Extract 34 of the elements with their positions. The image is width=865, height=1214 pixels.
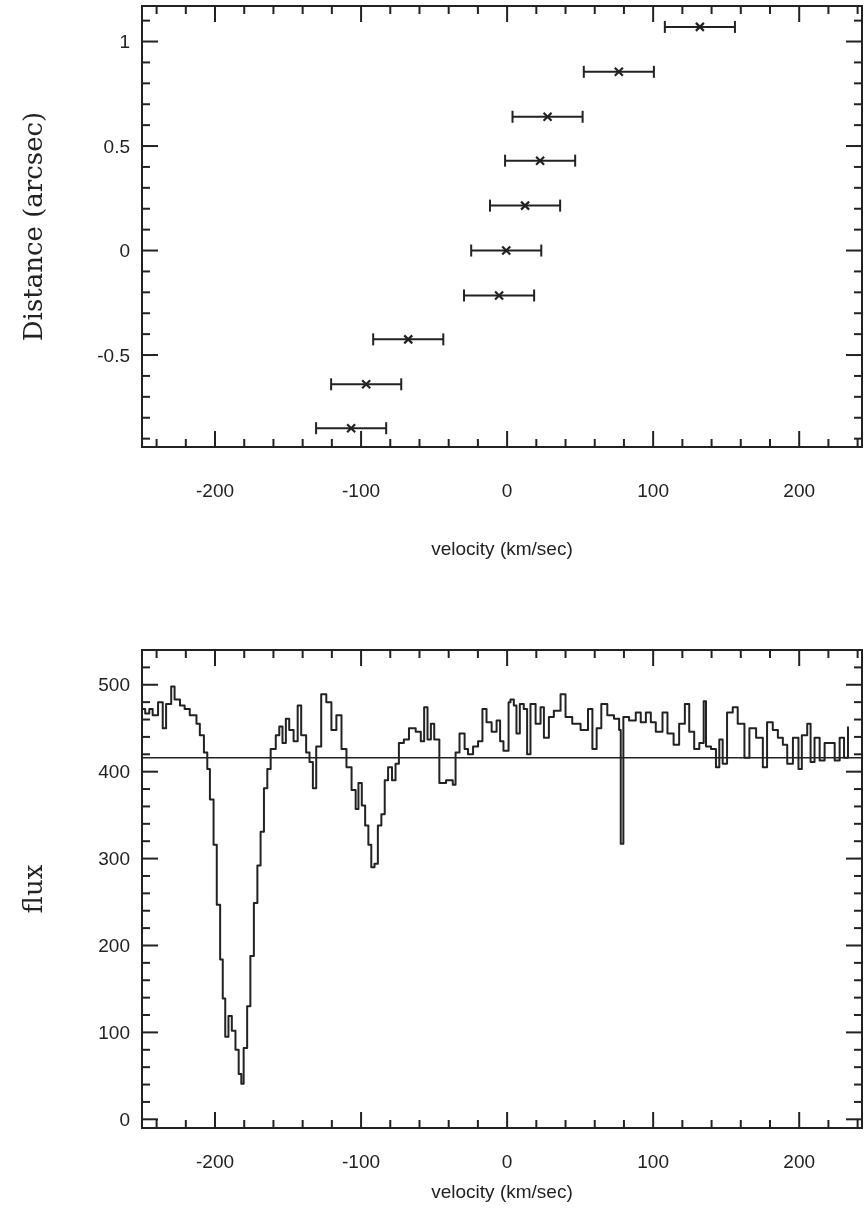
y-tick-label: 300 [98,848,130,870]
y-tick-label: 0 [119,240,130,262]
y-axis-title: Distance (arcsec) [18,111,48,342]
point [403,334,414,345]
x-tick-label: -100 [342,1151,381,1172]
x-tick-label: 200 [783,1151,816,1172]
y-tick-label: -0.5 [97,344,130,366]
x-tick-label: 200 [783,480,816,501]
point [542,111,553,122]
x-tick-label: 0 [501,1151,513,1172]
y-tick-label: 100 [98,1022,130,1044]
point [346,423,357,434]
point [519,200,531,211]
point [694,21,705,32]
y-tick-label: 200 [98,935,130,957]
point [535,155,546,166]
point [501,245,512,256]
y-tick-label: 0 [119,1108,130,1130]
y-tick-label: 1 [119,31,130,53]
x-tick-label: -200 [196,480,235,501]
point [613,66,624,77]
x-tick-label: 0 [501,480,513,501]
point [493,290,505,301]
x-tick-label: 100 [637,480,670,501]
x-axis-title: velocity (km/sec) [431,538,573,559]
y-tick-label: 400 [98,761,130,783]
point [361,379,372,390]
x-axis-title: velocity (km/sec) [431,1181,573,1202]
x-tick-label: 100 [637,1151,670,1172]
x-tick-label: -200 [196,1151,235,1172]
x-tick-label: -100 [342,480,381,501]
y-tick-label: 500 [98,674,130,696]
y-tick-label: 0.5 [103,135,130,157]
y-axis-title: flux [18,864,48,914]
